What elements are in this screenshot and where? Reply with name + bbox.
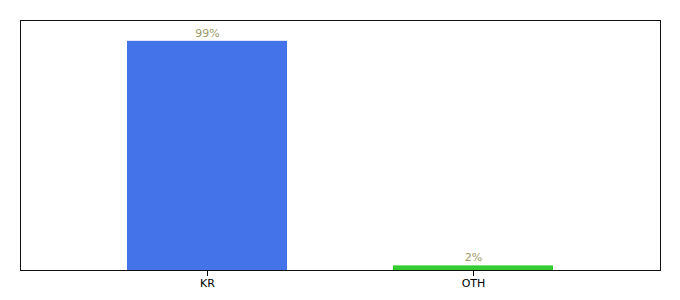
svg-text:KR: KR xyxy=(200,277,215,290)
svg-text:2%: 2% xyxy=(465,251,482,264)
svg-text:99%: 99% xyxy=(195,27,219,40)
svg-text:OTH: OTH xyxy=(462,277,486,290)
